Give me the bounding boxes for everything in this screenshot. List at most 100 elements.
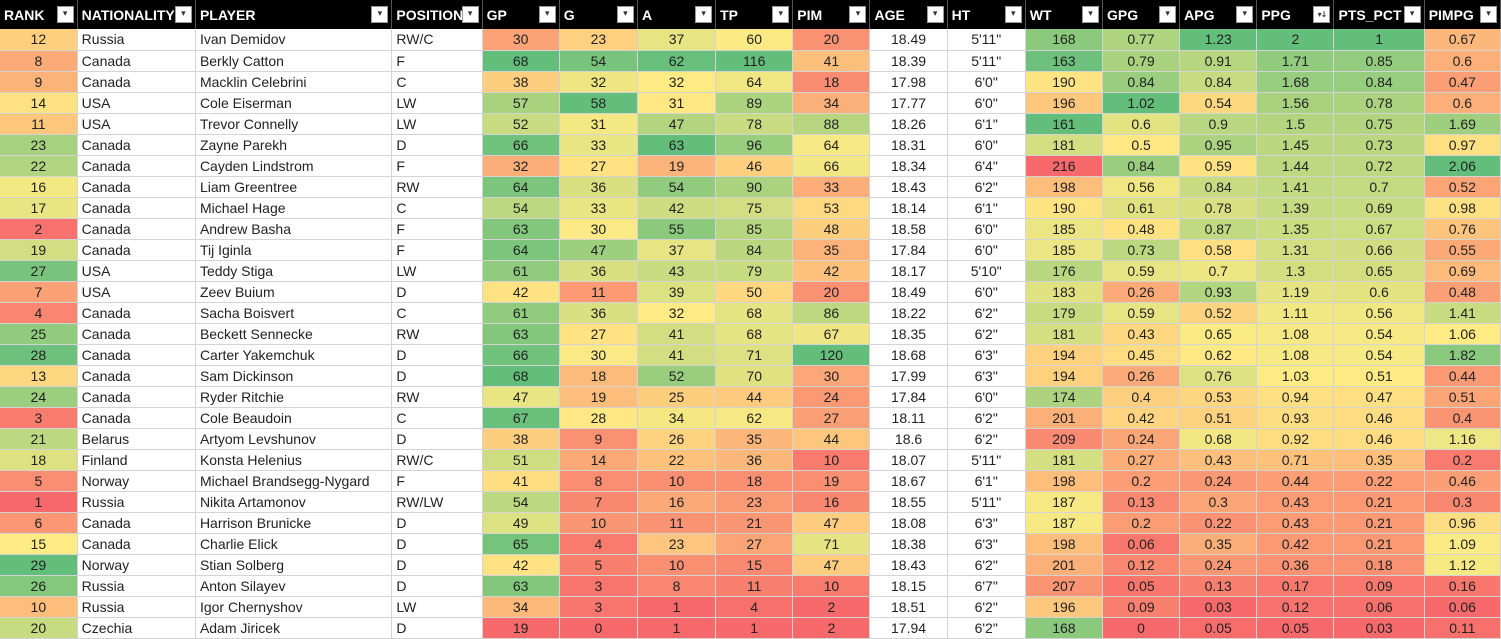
cell-age[interactable]: 17.99 — [869, 365, 948, 387]
cell-pts-pct[interactable]: 0.46 — [1333, 428, 1425, 450]
cell-pimpg[interactable]: 0.96 — [1424, 512, 1501, 534]
cell-a[interactable]: 47 — [637, 113, 717, 135]
cell-pts-pct[interactable]: 0.18 — [1333, 554, 1425, 576]
cell-a[interactable]: 32 — [637, 71, 717, 93]
cell-player[interactable]: Artyom Levshunov — [195, 428, 393, 450]
cell-gpg[interactable]: 0.2 — [1102, 470, 1181, 492]
cell-nationality[interactable]: Canada — [77, 218, 196, 240]
cell-player[interactable]: Tij Iginla — [195, 239, 393, 261]
cell-rank[interactable]: 19 — [0, 239, 78, 261]
cell-apg[interactable]: 0.95 — [1179, 134, 1258, 156]
cell-rank[interactable]: 8 — [0, 50, 78, 72]
cell-a[interactable]: 63 — [637, 134, 717, 156]
cell-position[interactable]: D — [391, 428, 483, 450]
cell-wt[interactable]: 181 — [1025, 134, 1103, 156]
cell-a[interactable]: 25 — [637, 386, 717, 408]
cell-pim[interactable]: 19 — [792, 470, 871, 492]
cell-position[interactable]: D — [391, 134, 483, 156]
filter-dropdown-icon[interactable]: ▾ — [538, 6, 556, 23]
cell-a[interactable]: 8 — [637, 575, 717, 597]
cell-ppg[interactable]: 0.43 — [1256, 491, 1335, 513]
cell-ht[interactable]: 5'11" — [947, 50, 1026, 72]
column-header-pimpg[interactable]: PIMPG ▾ — [1424, 0, 1501, 29]
cell-a[interactable]: 11 — [637, 512, 717, 534]
cell-pim[interactable]: 42 — [792, 260, 871, 282]
cell-rank[interactable]: 17 — [0, 197, 78, 219]
cell-g[interactable]: 58 — [559, 92, 638, 114]
cell-wt[interactable]: 216 — [1025, 155, 1103, 177]
cell-apg[interactable]: 0.35 — [1179, 533, 1258, 555]
cell-gpg[interactable]: 1.02 — [1102, 92, 1181, 114]
column-header-position[interactable]: POSITION ▾ — [391, 0, 483, 29]
cell-nationality[interactable]: Czechia — [77, 617, 196, 639]
cell-age[interactable]: 18.55 — [869, 491, 948, 513]
cell-ht[interactable]: 6'0" — [947, 386, 1026, 408]
cell-tp[interactable]: 84 — [715, 239, 794, 261]
cell-rank[interactable]: 1 — [0, 491, 78, 513]
cell-gpg[interactable]: 0.05 — [1102, 575, 1181, 597]
cell-pts-pct[interactable]: 0.85 — [1333, 50, 1425, 72]
cell-g[interactable]: 9 — [559, 428, 638, 450]
cell-wt[interactable]: 196 — [1025, 596, 1103, 618]
cell-pimpg[interactable]: 0.3 — [1424, 491, 1501, 513]
cell-pimpg[interactable]: 0.69 — [1424, 260, 1501, 282]
cell-ht[interactable]: 6'0" — [947, 71, 1026, 93]
cell-pim[interactable]: 20 — [792, 29, 871, 51]
cell-wt[interactable]: 201 — [1025, 407, 1103, 429]
cell-ht[interactable]: 5'11" — [947, 449, 1026, 471]
cell-gpg[interactable]: 0.5 — [1102, 134, 1181, 156]
cell-position[interactable]: C — [391, 302, 483, 324]
cell-age[interactable]: 18.11 — [869, 407, 948, 429]
cell-position[interactable]: LW — [391, 113, 483, 135]
cell-ht[interactable]: 6'7" — [947, 575, 1026, 597]
cell-nationality[interactable]: Canada — [77, 176, 196, 198]
cell-position[interactable]: F — [391, 239, 483, 261]
cell-position[interactable]: D — [391, 365, 483, 387]
filter-dropdown-icon[interactable]: ▾ — [1081, 6, 1099, 23]
cell-tp[interactable]: 21 — [715, 512, 794, 534]
cell-pim[interactable]: 2 — [792, 596, 871, 618]
cell-gpg[interactable]: 0.48 — [1102, 218, 1181, 240]
cell-age[interactable]: 18.67 — [869, 470, 948, 492]
cell-ht[interactable]: 6'2" — [947, 596, 1026, 618]
cell-ht[interactable]: 6'2" — [947, 617, 1026, 639]
cell-rank[interactable]: 22 — [0, 155, 78, 177]
cell-pimpg[interactable]: 0.6 — [1424, 92, 1501, 114]
cell-age[interactable]: 18.34 — [869, 155, 948, 177]
cell-wt[interactable]: 181 — [1025, 449, 1103, 471]
cell-wt[interactable]: 181 — [1025, 323, 1103, 345]
cell-gpg[interactable]: 0.6 — [1102, 113, 1181, 135]
cell-gp[interactable]: 38 — [482, 428, 560, 450]
cell-position[interactable]: RW/C — [391, 449, 483, 471]
cell-position[interactable]: C — [391, 407, 483, 429]
cell-ppg[interactable]: 1.08 — [1256, 323, 1335, 345]
cell-rank[interactable]: 3 — [0, 407, 78, 429]
cell-nationality[interactable]: Canada — [77, 239, 196, 261]
column-header-ppg[interactable]: PPG ▾↓ — [1256, 0, 1335, 29]
cell-age[interactable]: 18.49 — [869, 29, 948, 51]
cell-gp[interactable]: 64 — [482, 239, 560, 261]
cell-a[interactable]: 10 — [637, 470, 717, 492]
cell-apg[interactable]: 1.23 — [1179, 29, 1258, 51]
cell-ppg[interactable]: 0.12 — [1256, 596, 1335, 618]
cell-ht[interactable]: 5'11" — [947, 29, 1026, 51]
cell-player[interactable]: Charlie Elick — [195, 533, 393, 555]
cell-pts-pct[interactable]: 0.7 — [1333, 176, 1425, 198]
cell-pimpg[interactable]: 0.52 — [1424, 176, 1501, 198]
cell-position[interactable]: RW/LW — [391, 491, 483, 513]
cell-pim[interactable]: 27 — [792, 407, 871, 429]
cell-player[interactable]: Sacha Boisvert — [195, 302, 393, 324]
cell-ppg[interactable]: 0.43 — [1256, 512, 1335, 534]
cell-pim[interactable]: 24 — [792, 386, 871, 408]
cell-pts-pct[interactable]: 0.47 — [1333, 386, 1425, 408]
cell-pim[interactable]: 48 — [792, 218, 871, 240]
cell-player[interactable]: Andrew Basha — [195, 218, 393, 240]
cell-apg[interactable]: 0.84 — [1179, 71, 1258, 93]
cell-a[interactable]: 39 — [637, 281, 717, 303]
cell-age[interactable]: 17.94 — [869, 617, 948, 639]
cell-wt[interactable]: 198 — [1025, 176, 1103, 198]
cell-pimpg[interactable]: 1.82 — [1424, 344, 1501, 366]
cell-a[interactable]: 54 — [637, 176, 717, 198]
cell-apg[interactable]: 0.05 — [1179, 617, 1258, 639]
cell-position[interactable]: LW — [391, 260, 483, 282]
